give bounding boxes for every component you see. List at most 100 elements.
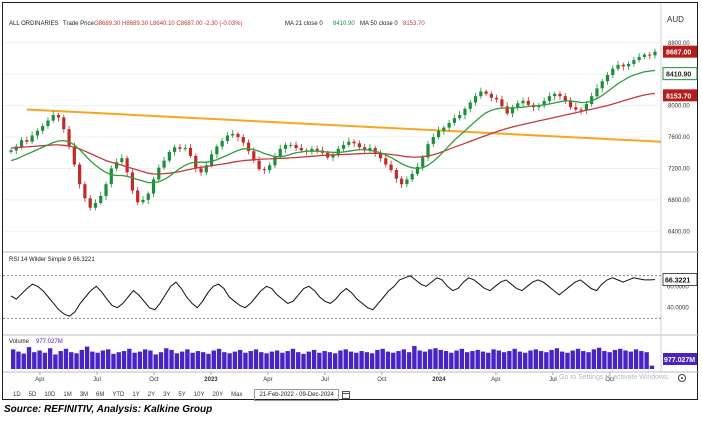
trendline-group [26,108,662,143]
candle-body [199,168,203,173]
volume-bar [575,348,581,369]
candle-body [510,107,515,114]
volume-bar [69,352,74,369]
ma50-legend-label: MA 50 close 0 [360,21,398,27]
candle-body [473,96,478,103]
candle-body [93,203,98,208]
price-tick-label: 6400.00 [668,229,690,235]
candle-body [109,168,113,185]
series-label: Trade Price [63,21,94,27]
candle-body [315,148,319,151]
candle-body [215,146,219,155]
volume-bar [174,353,180,369]
rsi-header-value: 66.3221 [73,257,95,263]
candle-body [616,64,620,69]
timeframe-button-ytd[interactable]: YTD [112,392,125,398]
candle-body [56,115,61,118]
candle-body [104,184,108,196]
timeframe-toolbar: 1D 5D 10D 1M 3M 6M YTD 1Y 2Y 3Y 5Y 10Y 20Y Max 21-Feb… [9,389,350,401]
candle-body [183,148,187,150]
timeframe-button-2y[interactable]: 2Y [147,392,156,398]
timeframe-button-10y[interactable]: 10Y [193,392,205,398]
volume-bar [190,352,195,369]
volume-bar [232,351,238,369]
candle-body [431,137,435,145]
volume-bar [153,354,158,369]
timeframe-button-3m[interactable]: 3M [79,392,89,398]
timeframe-button-6m[interactable]: 6M [96,392,105,398]
last-price-tag-bg [663,45,697,58]
candle-body [289,144,293,146]
volume-bar [216,348,222,369]
volume-bar [327,352,333,369]
rsi-tick-label: 40.0000 [667,306,689,312]
volume-bar [412,346,417,369]
price-tick-label: 8000.00 [668,104,690,110]
volume-bar [628,351,633,369]
candle-body [495,97,499,100]
volume-bar [227,353,232,369]
date-range-field[interactable]: 21-Feb-2022 - 09-Dec-2024 [254,389,339,401]
timeframe-button-1m[interactable]: 1M [63,392,72,398]
volume-bar [306,351,311,369]
volume-bar [544,352,549,369]
candle-body [78,164,82,185]
volume-bar [449,352,454,369]
timeframe-button-5d[interactable]: 5D [28,392,37,398]
volume-bar [470,351,475,369]
candle-body [347,141,351,145]
calendar-icon[interactable] [341,391,350,399]
candle-body [262,169,266,171]
candle-body [220,140,224,147]
candle-body [246,142,251,152]
candle-body [167,151,171,161]
volume-bar [201,352,206,369]
volume-bar [523,352,528,369]
volume-bar [475,349,480,369]
candle-body [442,127,446,131]
candle-body [35,130,39,136]
volume-bar [565,352,570,369]
timeframe-button-1y[interactable]: 1Y [132,392,140,398]
time-tick-label: Apr [35,377,44,383]
volume-bar [32,352,37,369]
timeframe-button-20y[interactable]: 20Y [212,392,224,398]
candle-body [62,117,66,130]
settings-icon[interactable] [678,374,686,382]
price-tick-label: 7600.00 [668,135,690,141]
volume-bar [369,353,375,369]
volume-bar [607,352,612,369]
candle-body [188,148,193,156]
volume-bar [375,349,380,369]
volume-bar [53,354,58,369]
timeframe-button-5y[interactable]: 5Y [178,392,186,398]
timeframe-button-max[interactable]: Max [231,392,243,398]
volume-bar [264,353,269,369]
candle-body [46,120,50,127]
symbol-label: ALL ORDINARIES [9,21,58,27]
volume-bar [100,350,106,369]
volume-bar [142,349,148,369]
candle-body [415,166,420,174]
volume-bar [158,352,164,369]
candle-body [236,133,240,138]
ma50-tag-bg [663,89,697,102]
candle-body [268,165,272,171]
time-tick-label: 2024 [432,377,446,383]
candle-body [130,172,135,191]
volume-bar [486,352,491,369]
timeframe-button-1d[interactable]: 1D [13,392,21,398]
ma21-line [10,69,656,184]
candle-body [605,74,610,82]
candle-body [363,147,367,151]
volume-bar [280,352,285,369]
timeframe-button-3y[interactable]: 3Y [163,392,171,398]
rsi-tick-label: 60.0000 [667,284,689,290]
rsi-label: RSI 14 Wilder Simple 9 [9,257,72,263]
timeframe-button-10d[interactable]: 10D [44,392,56,398]
candle-body [542,100,546,106]
candle-body [41,126,45,131]
volume-bar [237,349,243,369]
volume-bar [42,352,48,369]
time-tick-label: Oct [605,377,615,383]
